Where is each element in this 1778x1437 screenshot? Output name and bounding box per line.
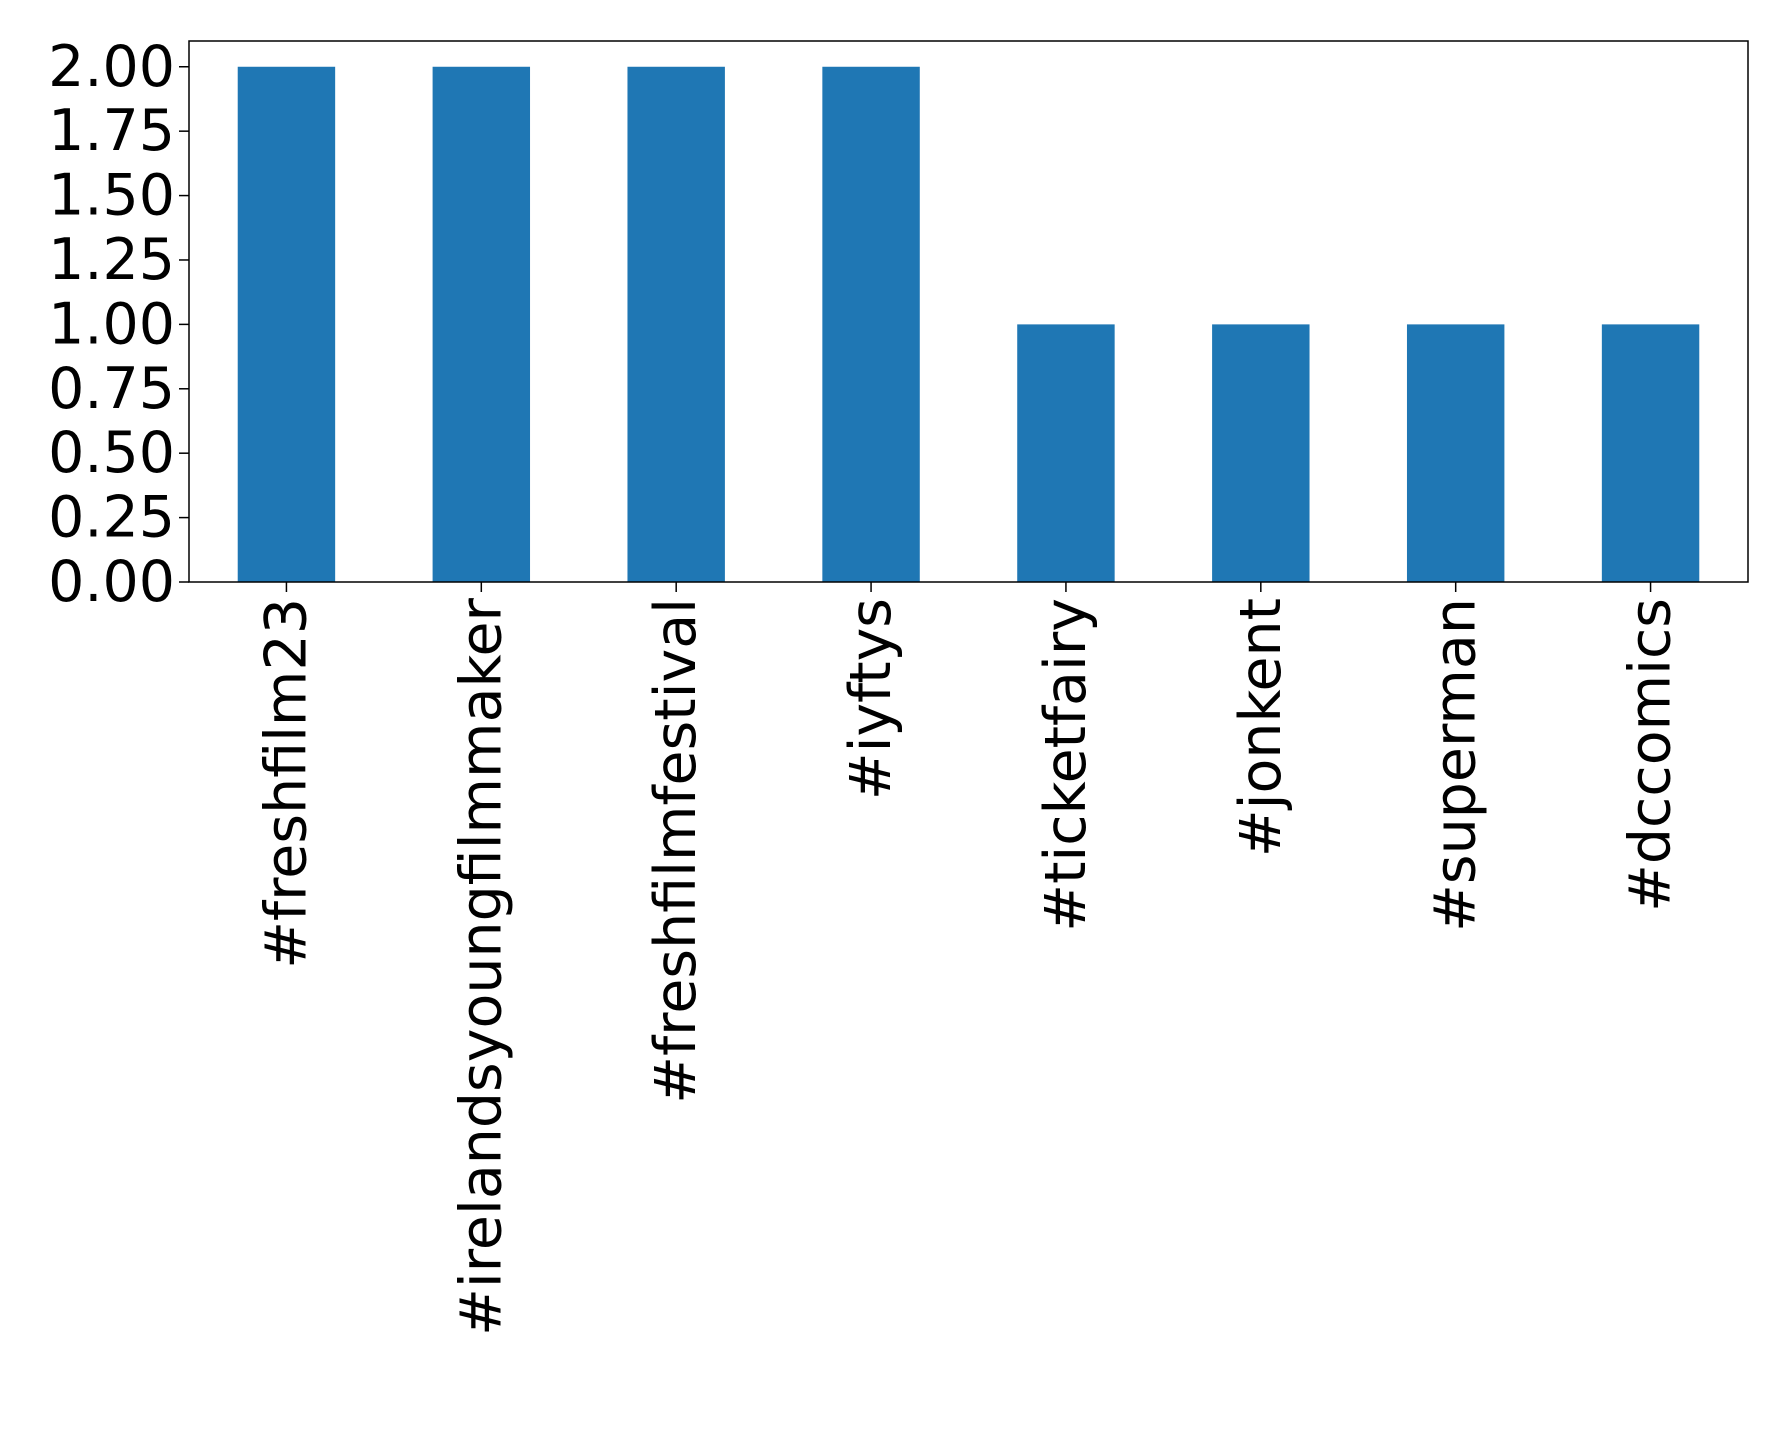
y-tick-label: 1.25 — [48, 227, 175, 293]
y-tick-label: 1.50 — [48, 163, 175, 229]
bar — [627, 66, 725, 582]
bar — [237, 66, 336, 582]
plot-frame — [188, 40, 1749, 583]
x-tick-label: #irelandsyoungfilmmaker — [448, 597, 514, 1335]
y-tick-label: 0.25 — [48, 485, 175, 551]
y-tick-label: 0.50 — [48, 420, 175, 486]
bar — [432, 66, 531, 582]
y-tick-label: 0.00 — [48, 549, 175, 615]
bar — [1017, 324, 1115, 582]
y-tick-label: 2.00 — [48, 34, 175, 100]
bar — [1601, 324, 1700, 582]
x-tick-label: #jonkent — [1228, 598, 1294, 857]
x-tick-label: #ticketfairy — [1033, 598, 1099, 932]
x-tick-label: #superman — [1423, 598, 1489, 932]
y-tick-label: 1.75 — [48, 98, 175, 164]
bar — [1212, 324, 1310, 582]
x-tick-label: #iyftys — [838, 598, 904, 800]
y-tick-label: 1.00 — [48, 291, 175, 357]
y-tick-label: 0.75 — [48, 356, 175, 422]
bar — [822, 66, 920, 582]
bar — [1406, 324, 1505, 582]
x-tick-label: #dccomics — [1618, 598, 1684, 912]
x-tick-label: #freshfilmfestival — [643, 598, 709, 1104]
x-tick-label: #freshfilm23 — [253, 598, 319, 969]
